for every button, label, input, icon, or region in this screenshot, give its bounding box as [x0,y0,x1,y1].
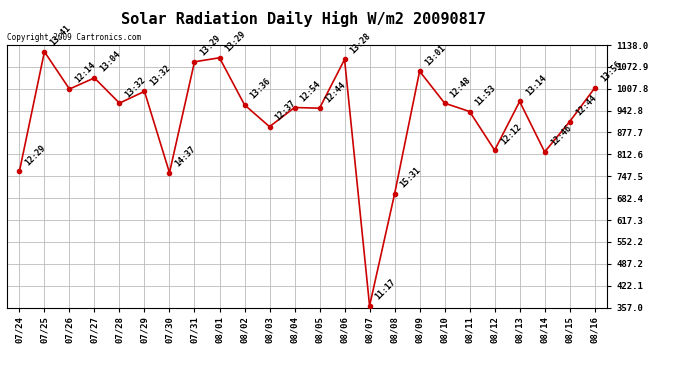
Text: 15:31: 15:31 [399,166,423,190]
Text: 13:29: 13:29 [224,30,248,54]
Text: 13:29: 13:29 [199,34,223,58]
Text: 13:32: 13:32 [124,75,148,99]
Text: 13:28: 13:28 [348,31,373,55]
Text: Copyright 2009 Cartronics.com: Copyright 2009 Cartronics.com [7,33,141,42]
Text: 13:56: 13:56 [599,60,623,84]
Text: 11:17: 11:17 [374,278,398,302]
Text: 12:12: 12:12 [499,122,523,146]
Text: 12:54: 12:54 [299,79,323,104]
Text: 12:44: 12:44 [324,80,348,104]
Text: 11:53: 11:53 [474,83,498,107]
Text: 14:37: 14:37 [174,144,198,168]
Text: 12:48: 12:48 [448,75,473,99]
Text: 12:44: 12:44 [574,93,598,117]
Text: 13:41: 13:41 [48,24,72,48]
Text: 13:32: 13:32 [148,63,172,87]
Text: 12:37: 12:37 [274,99,298,123]
Text: 13:04: 13:04 [99,50,123,74]
Text: 12:46: 12:46 [549,124,573,148]
Text: 12:14: 12:14 [74,61,98,85]
Text: 12:29: 12:29 [23,143,48,167]
Text: 13:14: 13:14 [524,73,548,97]
Text: 13:36: 13:36 [248,76,273,101]
Text: Solar Radiation Daily High W/m2 20090817: Solar Radiation Daily High W/m2 20090817 [121,11,486,27]
Text: 13:01: 13:01 [424,43,448,67]
